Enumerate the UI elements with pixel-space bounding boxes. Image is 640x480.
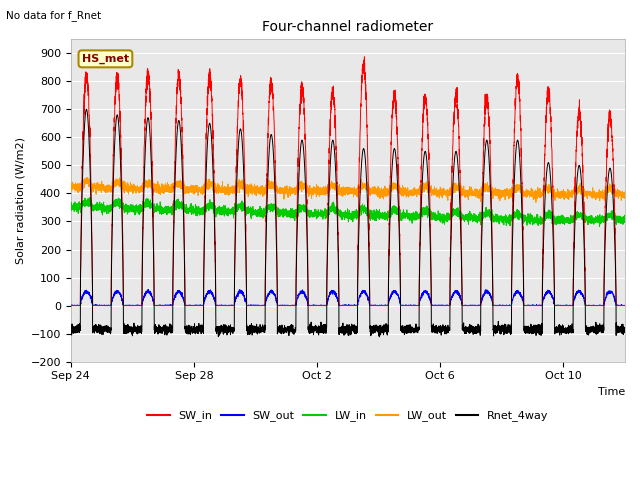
Text: No data for f_Rnet: No data for f_Rnet: [6, 10, 102, 21]
X-axis label: Time: Time: [598, 387, 625, 397]
Title: Four-channel radiometer: Four-channel radiometer: [262, 20, 433, 34]
Legend: SW_in, SW_out, LW_in, LW_out, Rnet_4way: SW_in, SW_out, LW_in, LW_out, Rnet_4way: [143, 406, 553, 426]
Y-axis label: Solar radiation (W/m2): Solar radiation (W/m2): [15, 137, 25, 264]
Text: HS_met: HS_met: [82, 54, 129, 64]
